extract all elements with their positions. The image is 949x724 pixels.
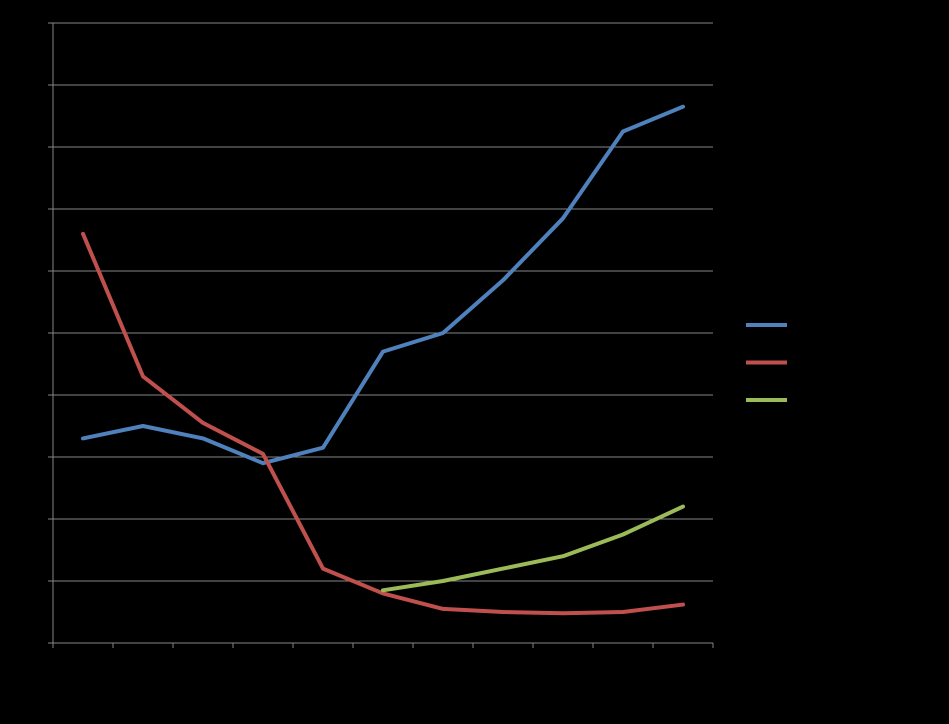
series-line-2 [81, 231, 685, 616]
series-line-1 [81, 104, 685, 466]
series-line-3 [381, 504, 685, 593]
legend [746, 323, 787, 402]
axes [48, 22, 714, 648]
gridlines [53, 22, 713, 582]
series-lines [81, 104, 685, 616]
